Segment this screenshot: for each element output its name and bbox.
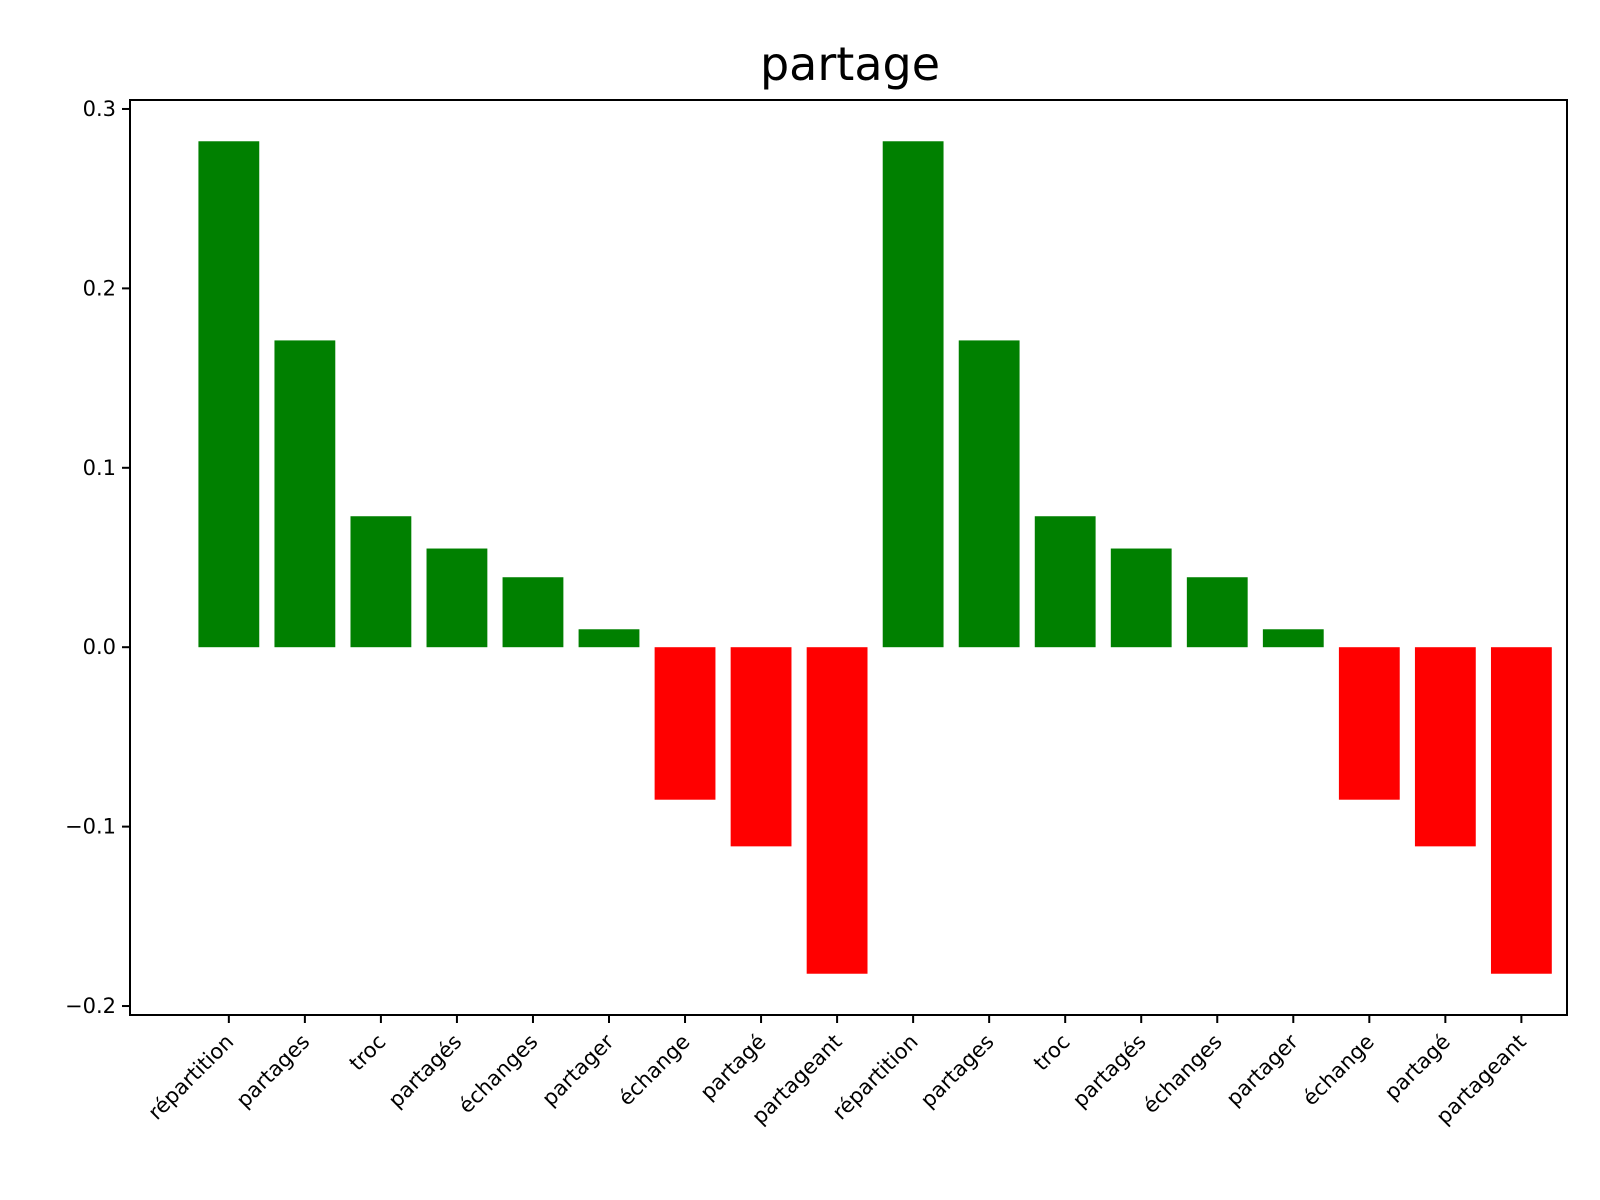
bar-6 xyxy=(654,647,716,800)
y-tick-label: 0.1 xyxy=(83,456,116,480)
bar-8 xyxy=(806,647,868,974)
bars-group xyxy=(198,141,1552,974)
x-tick-label: troc xyxy=(345,1030,391,1076)
bar-12 xyxy=(1110,548,1172,648)
bar-17 xyxy=(1490,647,1552,974)
chart-title: partage xyxy=(760,37,940,91)
y-axis: −0.2 −0.1 0.0 0.1 0.2 0.3 xyxy=(65,97,130,1018)
bar-2 xyxy=(350,516,412,648)
bar-5 xyxy=(578,629,640,648)
x-tick-label: échange xyxy=(1298,1030,1379,1111)
y-tick-label: 0.2 xyxy=(83,276,116,300)
y-tick-label: 0.3 xyxy=(83,97,116,121)
bar-9 xyxy=(882,141,944,648)
y-tick-label: −0.1 xyxy=(65,815,116,839)
y-tick-label: 0.0 xyxy=(83,635,116,659)
bar-11 xyxy=(1034,516,1096,648)
x-tick-label: échanges xyxy=(1138,1030,1226,1118)
x-tick-label: partages xyxy=(232,1030,315,1113)
plot-frame xyxy=(129,99,1568,1016)
bar-7 xyxy=(730,647,792,847)
x-tick-label: partager xyxy=(1222,1029,1303,1110)
bar-3 xyxy=(426,548,488,648)
bar-10 xyxy=(958,340,1020,648)
bar-1 xyxy=(274,340,336,648)
bar-4 xyxy=(502,577,564,648)
x-tick-label: troc xyxy=(1029,1030,1075,1076)
x-tick-label: partages xyxy=(916,1030,999,1113)
x-tick-label: répartition xyxy=(143,1030,238,1125)
bar-15 xyxy=(1338,647,1400,800)
y-tick-label: −0.2 xyxy=(65,994,116,1018)
x-tick-label: partagé xyxy=(1380,1030,1455,1105)
bar-0 xyxy=(198,141,260,648)
x-tick-label: partager xyxy=(537,1029,618,1110)
bar-14 xyxy=(1262,629,1324,648)
bar-16 xyxy=(1414,647,1476,847)
x-tick-label: échange xyxy=(614,1030,695,1111)
x-tick-label: échanges xyxy=(454,1030,542,1118)
x-tick-label: partagé xyxy=(696,1030,771,1105)
bar-13 xyxy=(1186,577,1248,648)
